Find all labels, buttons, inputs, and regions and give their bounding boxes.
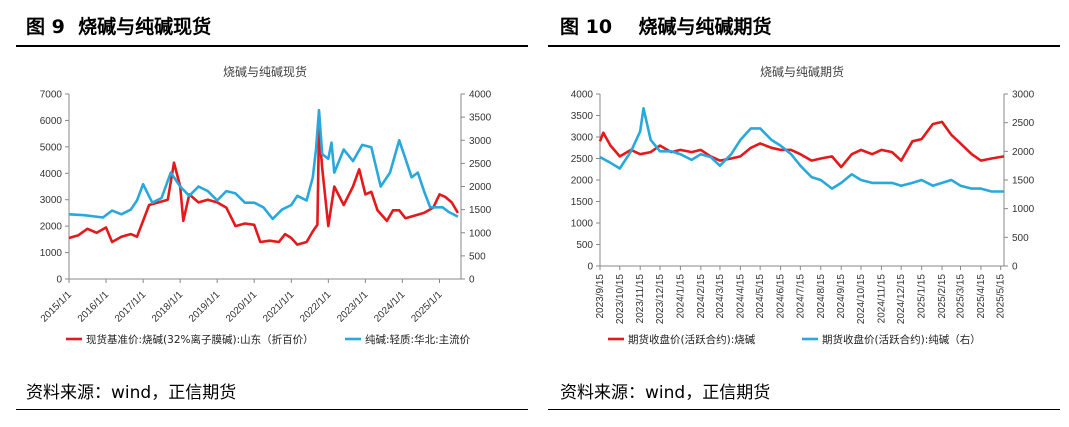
right-tick-label: 2500 [1012, 118, 1035, 129]
x-tick-label: 2024/8/15 [816, 274, 827, 319]
right-tick-label: 3500 [469, 113, 492, 124]
top-rule [548, 45, 1060, 47]
x-tick-label: 2023/9/15 [595, 274, 606, 319]
left-tick-label: 3000 [571, 133, 594, 144]
x-tick-label: 2024/3/15 [715, 274, 726, 319]
top-rule [16, 45, 528, 47]
right-tick-label: 4000 [469, 90, 492, 101]
x-tick-label: 2020/1/1 [224, 289, 260, 325]
left-tick-label: 7000 [40, 90, 63, 101]
x-tick-label: 2023/10/15 [615, 274, 626, 324]
right-tick-label: 3000 [1012, 90, 1035, 101]
x-tick-label: 2025/5/15 [996, 274, 1007, 319]
right-tick-label: 0 [1012, 262, 1018, 273]
legend-label-2: 纯碱:轻质:华北:主流价 [365, 333, 471, 346]
x-tick-label: 2024/6/15 [776, 274, 787, 319]
legend-label-1: 现货基准价:烧碱(32%离子膜碱):山东（折百价） [86, 333, 314, 346]
x-tick-label: 2023/12/15 [655, 274, 666, 324]
x-tick-label: 2024/11/15 [876, 274, 887, 324]
x-tick-label: 2021/1/1 [261, 289, 297, 325]
left-tick-label: 1500 [571, 197, 594, 208]
x-tick-label: 2024/12/15 [896, 274, 907, 324]
left-tick-label: 3500 [571, 111, 594, 122]
x-tick-label: 2023/1/1 [335, 289, 371, 325]
series-line-1 [598, 120, 1005, 169]
right-tick-label: 2000 [1012, 147, 1035, 158]
right-tick-label: 2000 [469, 182, 492, 193]
x-tick-label: 2015/1/1 [39, 289, 75, 325]
x-tick-label: 2024/7/15 [795, 274, 806, 319]
figure-10-panel: 图 10 烧碱与纯碱期货 烧碱与纯碱期货 0 500 1000 1500 2000 2500… [544, 0, 1069, 427]
left-tick-label: 3000 [40, 195, 63, 206]
x-tick-label: 2019/1/1 [187, 289, 223, 325]
x-tick-label: 2024/2/15 [696, 274, 707, 319]
chart-title: 烧碱与纯碱期货 [760, 64, 844, 79]
chart-title: 烧碱与纯碱现货 [223, 64, 307, 79]
x-tick-label: 2024/1/15 [675, 274, 686, 319]
figure-title: 图 9 烧碱与纯碱现货 [26, 16, 212, 38]
bottom-rule [16, 409, 528, 410]
x-tick-label: 2018/1/1 [150, 289, 186, 325]
right-tick-label: 3000 [469, 136, 492, 147]
futures-price-chart: 烧碱与纯碱期货 0 500 1000 1500 2000 2500 3000 3500 4000 0… [571, 64, 1035, 346]
left-tick-label: 1000 [40, 248, 63, 259]
left-tick-label: 0 [587, 262, 593, 273]
series-line-2 [599, 107, 1004, 193]
x-tick-label: 2024/1/1 [372, 289, 408, 325]
x-tick-label: 2025/3/15 [956, 274, 967, 319]
left-tick-label: 1000 [571, 219, 594, 230]
x-tick-label: 2024/5/15 [755, 274, 766, 319]
legend-label-1: 期货收盘价(活跃合约):烧碱 [628, 333, 756, 346]
x-tick-label: 2024/10/15 [856, 274, 867, 324]
source-note: 资料来源：wind，正信期货 [560, 383, 771, 403]
right-tick-label: 1500 [1012, 176, 1035, 187]
left-tick-label: 2000 [571, 176, 594, 187]
source-note: 资料来源：wind，正信期货 [26, 383, 237, 403]
figure-9-panel: 图 9 烧碱与纯碱现货 烧碱与纯碱现货 0 1000 2000 3000 4000 5000… [0, 0, 530, 427]
x-tick-label: 2025/4/15 [976, 274, 987, 319]
right-tick-label: 500 [1012, 233, 1029, 244]
left-tick-label: 2000 [40, 222, 63, 233]
left-tick-label: 500 [576, 240, 593, 251]
left-tick-label: 5000 [40, 142, 63, 153]
x-tick-label: 2016/1/1 [76, 289, 112, 325]
right-tick-label: 1000 [469, 228, 492, 239]
series-line-1 [68, 127, 460, 246]
right-tick-label: 1500 [469, 205, 492, 216]
right-tick-label: 1000 [1012, 204, 1035, 215]
left-tick-label: 0 [56, 275, 62, 286]
right-tick-label: 2500 [469, 159, 492, 170]
legend-label-2: 期货收盘价(活跃合约):纯碱（右） [822, 333, 981, 346]
x-tick-label: 2022/1/1 [298, 289, 334, 325]
figure-title: 图 10 烧碱与纯碱期货 [560, 16, 772, 38]
x-tick-label: 2025/1/15 [917, 274, 928, 319]
x-tick-label: 2025/1/1 [409, 289, 445, 325]
right-tick-label: 500 [469, 251, 486, 262]
x-tick-label: 2017/1/1 [113, 289, 149, 325]
left-tick-label: 4000 [40, 169, 63, 180]
right-tick-label: 0 [469, 275, 475, 286]
x-tick-label: 2024/4/15 [735, 274, 746, 319]
left-tick-label: 2500 [571, 154, 594, 165]
x-tick-label: 2023/11/15 [635, 274, 646, 324]
x-tick-label: 2024/9/15 [836, 274, 847, 319]
bottom-rule [548, 409, 1060, 410]
series-line-2 [68, 108, 459, 221]
left-tick-label: 4000 [571, 90, 594, 101]
x-tick-label: 2025/2/15 [937, 274, 948, 319]
left-tick-label: 6000 [40, 116, 63, 127]
spot-price-chart: 烧碱与纯碱现货 0 1000 2000 3000 4000 5000 6000 7000 0 500… [39, 64, 492, 346]
